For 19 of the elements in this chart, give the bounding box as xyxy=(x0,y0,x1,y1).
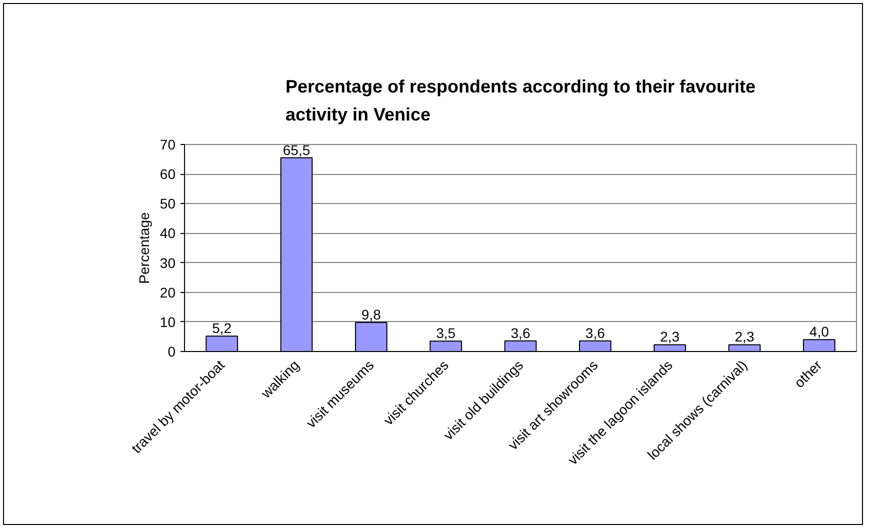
data-label: 65,5 xyxy=(282,142,310,158)
y-tick-label: 40 xyxy=(160,225,176,242)
data-label: 3,6 xyxy=(510,324,530,341)
y-tick-label: 60 xyxy=(160,166,176,182)
data-label: 2,3 xyxy=(660,328,680,345)
y-tick-label: 50 xyxy=(160,196,176,212)
data-label: 4,0 xyxy=(809,324,830,340)
data-label: 9,8 xyxy=(361,306,382,323)
y-tick-label: 0 xyxy=(168,344,176,360)
data-label: 3,5 xyxy=(436,325,456,342)
y-tick-label: 30 xyxy=(160,254,176,271)
chart-title: Percentage of respondents according to their favourite activity in Venice xyxy=(285,76,756,124)
data-label: 3,6 xyxy=(585,324,606,341)
y-axis-title: Percentage xyxy=(136,212,152,284)
y-tick-label: 70 xyxy=(160,136,176,152)
y-tick-label: 20 xyxy=(160,284,176,300)
data-label: 5,2 xyxy=(212,320,232,336)
y-tick-label: 10 xyxy=(160,314,176,330)
data-label: 2,3 xyxy=(734,328,754,345)
